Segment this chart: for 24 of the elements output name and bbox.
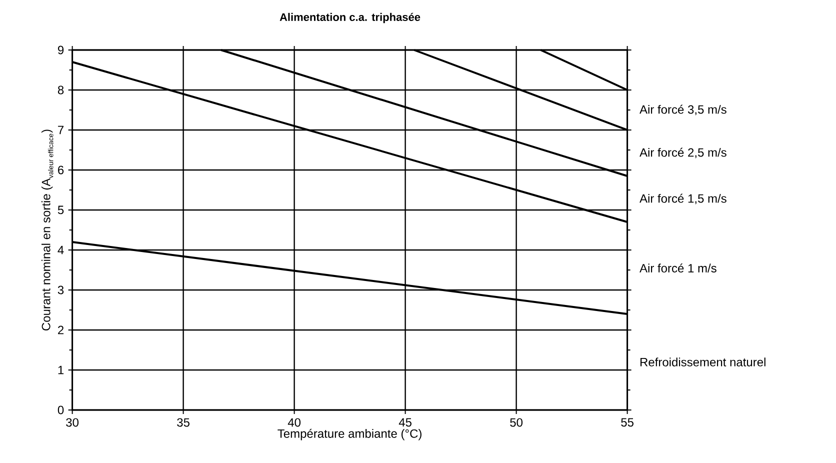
y-tick-label: 9: [58, 46, 64, 54]
y-tick-label: 5: [58, 206, 64, 214]
x-tick-label: 55: [621, 418, 634, 427]
x-axis-title: Température ambiante (°C): [278, 428, 422, 440]
chart-title: Alimentation c.a. triphasée: [280, 12, 420, 24]
y-tick-label: 8: [58, 86, 64, 94]
legend-label: Air forcé 2,5 m/s: [640, 148, 726, 158]
legend-label: Refroidissement naturel: [640, 358, 766, 366]
series-label: Air forcé 1,5 m/s: [640, 194, 726, 204]
legend-label: Air forcé 1 m/s: [640, 264, 716, 272]
x-tick-label: 30: [66, 418, 79, 427]
y-tick-label: 0: [58, 406, 64, 414]
y-tick-label: 7: [58, 126, 64, 134]
y-tick-label: 4: [58, 246, 64, 254]
y-tick-label: 1: [58, 366, 64, 374]
y-tick-label: 6: [58, 166, 64, 174]
y-tick-label: 2: [58, 326, 64, 334]
x-tick-label: 40: [288, 418, 301, 427]
y-axis-title: $\mbox{Courant nominal en sortie (A}_{\mbox{\scriptsize valeur efficace}}\mbox{)}$: [41, 130, 54, 330]
y-tick-label: 3: [58, 286, 64, 294]
x-tick-label: 50: [510, 418, 523, 427]
x-tick-label: 35: [177, 418, 190, 427]
x-tick-label: 45: [398, 418, 412, 427]
legend-label: Air forcé 3,5 m/s: [640, 104, 726, 116]
